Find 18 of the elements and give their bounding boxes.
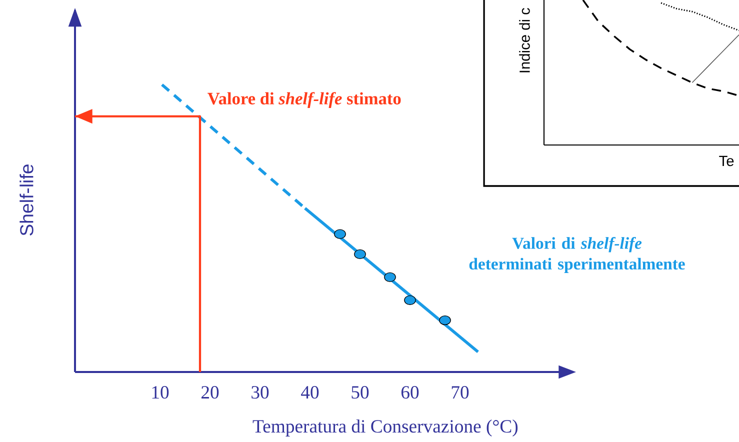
point <box>404 295 416 305</box>
point <box>384 272 396 282</box>
x-tick-label: 30 <box>252 386 269 399</box>
annotation: Valore di shelf-life stimato <box>208 92 401 108</box>
y-axis-title: Shelf-life <box>20 164 34 236</box>
y-axis-title: Indice di c <box>519 8 530 72</box>
x-tick-label: 10 <box>152 386 169 399</box>
x-tick-label: 50 <box>352 386 369 399</box>
x-tick-label: 20 <box>201 386 219 399</box>
x-tick-label: 70 <box>452 386 469 399</box>
annotation: Valori di shelf-life determinati sperimentalmente <box>469 237 685 273</box>
x-axis-title: Te <box>719 156 734 166</box>
point <box>354 249 366 260</box>
x-tick-label: 40 <box>301 386 319 399</box>
x-axis-title: Temperatura di Conservazione (°C) <box>252 420 518 436</box>
point <box>439 315 451 326</box>
x-tick-label: 60 <box>401 386 419 399</box>
point <box>334 229 346 239</box>
